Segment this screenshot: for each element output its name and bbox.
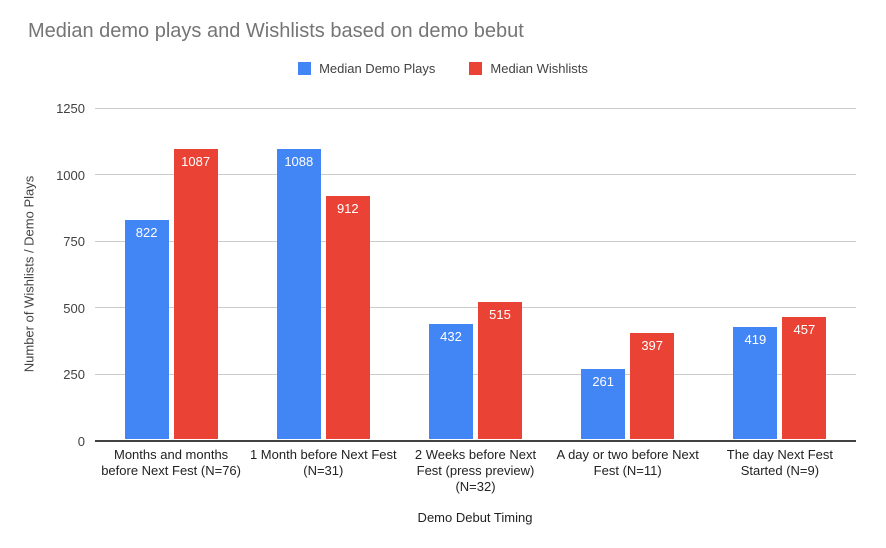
bar[interactable]: 432 [429, 323, 473, 439]
y-tick-label: 250 [63, 367, 85, 383]
x-tick-label: The day Next Fest Started (N=9) [726, 447, 833, 478]
bar[interactable]: 515 [478, 301, 522, 439]
legend: Median Demo Plays Median Wishlists [0, 61, 886, 76]
x-tick-label: Months and months before Next Fest (N=76… [101, 447, 241, 478]
x-axis-baseline [95, 440, 856, 442]
x-axis-title: Demo Debut Timing [417, 510, 533, 525]
x-tick-label: 1 Month before Next Fest (N=31) [249, 447, 397, 478]
legend-item-median-wishlists[interactable]: Median Wishlists [469, 61, 588, 76]
bar-value-label: 397 [641, 338, 664, 354]
gridline [95, 307, 856, 309]
bar-value-label: 419 [744, 332, 767, 348]
bar-value-label: 1088 [284, 154, 314, 170]
gridline [95, 174, 856, 176]
bar[interactable]: 822 [124, 220, 169, 439]
bar[interactable]: 1087 [173, 149, 218, 439]
bar-value-label: 822 [135, 225, 158, 241]
legend-item-median-demo-plays[interactable]: Median Demo Plays [298, 61, 435, 76]
plot-area: 822 1087 1088 912 432 515 261 397 419 457 [95, 107, 856, 442]
bar[interactable]: 912 [325, 196, 370, 439]
bar-value-label: 912 [336, 201, 359, 217]
bar[interactable]: 261 [581, 369, 626, 439]
bar[interactable]: 397 [630, 333, 675, 439]
x-tick-label: A day or two before Next Fest (N=11) [556, 447, 699, 478]
y-tick-label: 1000 [56, 167, 85, 183]
y-tick-label: 500 [63, 300, 85, 316]
y-axis-title: Number of Wishlists / Demo Plays [21, 175, 37, 373]
x-tick-label: 2 Weeks before Next Fest (press preview)… [414, 447, 537, 494]
bar[interactable]: 1088 [276, 149, 321, 439]
legend-label: Median Demo Plays [319, 61, 436, 76]
gridline [95, 373, 856, 375]
legend-label: Median Wishlists [490, 61, 588, 76]
bar-value-label: 515 [489, 306, 511, 322]
bar-value-label: 1087 [181, 154, 211, 170]
bar-value-label: 432 [440, 328, 462, 344]
bar-value-label: 261 [592, 374, 615, 390]
y-tick-label: 0 [77, 434, 85, 449]
legend-swatch-median-wishlists [469, 62, 483, 75]
bar[interactable]: 419 [733, 327, 778, 439]
gridline [95, 107, 856, 109]
legend-swatch-median-demo-plays [298, 62, 312, 75]
bar-value-label: 457 [793, 322, 816, 338]
chart-title: Median demo plays and Wishlists based on… [28, 20, 524, 42]
y-tick-label: 1250 [56, 101, 85, 116]
gridline [95, 240, 856, 242]
bar[interactable]: 457 [782, 317, 827, 439]
y-tick-label: 750 [63, 234, 85, 250]
